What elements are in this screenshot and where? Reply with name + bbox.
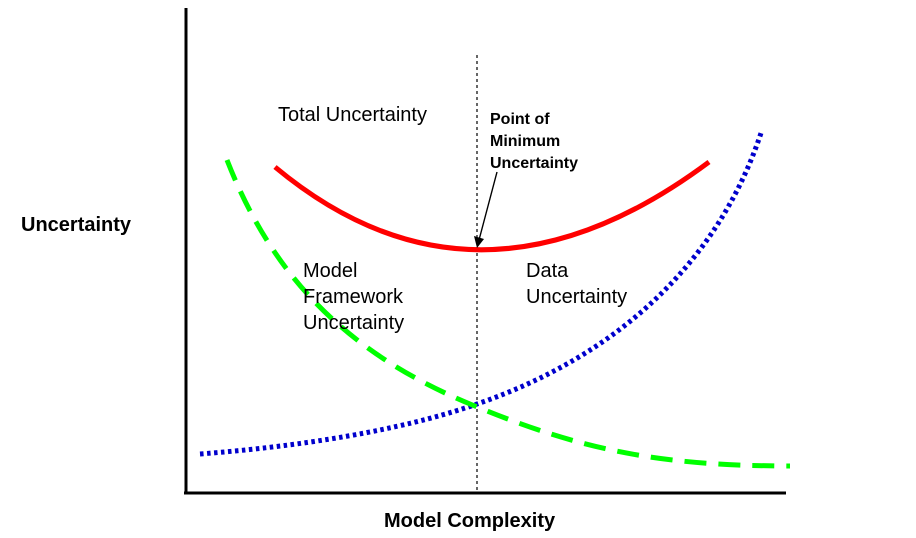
total-uncertainty-label: Total Uncertainty [278,104,427,126]
x-axis-label: Model Complexity [384,510,556,532]
data-uncertainty-label: Data Uncertainty [526,258,627,310]
y-axis-label: Uncertainty [21,214,132,236]
model-framework-label-line-1: Model [303,260,358,282]
data-label-line-2: Uncertainty [526,286,628,308]
model-framework-label-line-3: Uncertainty [303,312,405,334]
minimum-arrow-head [474,236,484,248]
minimum-label-line-2: Minimum [490,133,561,150]
model-framework-uncertainty-label: Model Framework Uncertainty [303,258,404,336]
total-uncertainty-curve [273,159,711,253]
minimum-label-line-3: Uncertainty [490,155,579,172]
minimum-point-label: Point of Minimum Uncertainty [490,109,578,175]
data-label-line-1: Data [526,260,569,282]
data-uncertainty-curve [199,129,765,457]
model-framework-label-line-2: Framework [303,286,404,308]
model-framework-uncertainty-curve [224,159,791,469]
minimum-label-line-1: Point of [490,111,550,128]
minimum-arrow-shaft [478,171,498,241]
